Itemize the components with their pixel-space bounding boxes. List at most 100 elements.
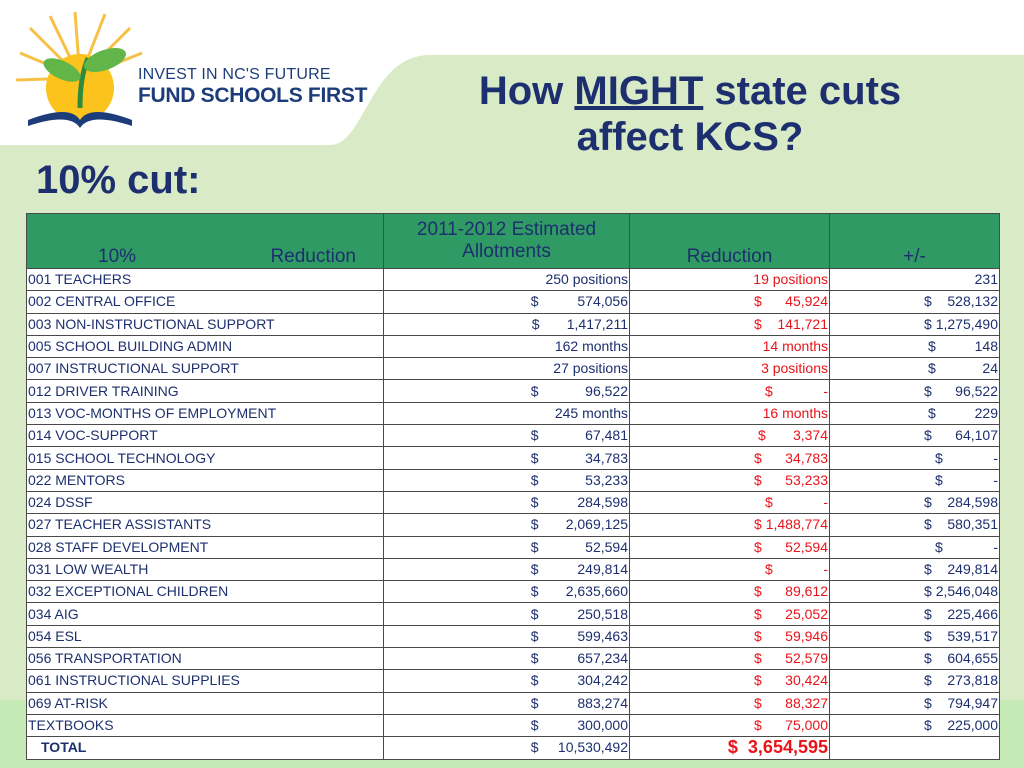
row-difference: $ 148	[829, 334, 1000, 359]
row-allotment: $ 2,069,125	[383, 513, 630, 537]
row-allotment: $ 599,463	[383, 624, 630, 649]
row-allotment: 250 positions	[383, 267, 630, 292]
row-difference: $ 604,655	[829, 647, 1000, 671]
row-category: 034 AIG	[26, 602, 384, 626]
row-allotment: $ 2,635,660	[383, 580, 630, 604]
row-category: 015 SCHOOL TECHNOLOGY	[26, 446, 384, 470]
table-row: 028 STAFF DEVELOPMENT $ 52,594 $ 52,594 $ -	[26, 535, 1000, 559]
table-row: 022 MENTORS $ 53,233 $ 53,233 $ -	[26, 468, 1000, 492]
row-category: 054 ESL	[26, 624, 384, 649]
row-reduction: $ -	[629, 379, 830, 403]
row-category: 024 DSSF	[26, 490, 384, 515]
table-row: 015 SCHOOL TECHNOLOGY $ 34,783 $ 34,783 $ -	[26, 446, 1000, 470]
row-allotment: $ 304,242	[383, 669, 630, 693]
row-allotment: $ 96,522	[383, 379, 630, 403]
cut-subtitle: 10% cut:	[36, 158, 201, 202]
logo-tagline: INVEST IN NC'S FUTURE	[138, 66, 331, 83]
table-row: 031 LOW WEALTH $ 249,814 $ - $ 249,814	[26, 557, 1000, 582]
header-allotments: 2011-2012 Estimated Allotments	[383, 213, 630, 269]
total-allotment: $ 10,530,492	[383, 736, 630, 760]
row-difference: $ 225,466	[829, 602, 1000, 626]
row-reduction: 16 months	[629, 401, 830, 426]
row-allotment: $ 34,783	[383, 446, 630, 470]
table-row: 027 TEACHER ASSISTANTS $ 2,069,125 $ 1,488…	[26, 513, 1000, 537]
row-allotment: 27 positions	[383, 357, 630, 381]
row-category: 031 LOW WEALTH	[26, 557, 384, 582]
row-reduction: 3 positions	[629, 357, 830, 381]
table-row: 012 DRIVER TRAINING $ 96,522 $ - $ 96,522	[26, 379, 1000, 403]
header-reduction: Reduction	[629, 213, 830, 269]
row-allotment: $ 883,274	[383, 691, 630, 715]
row-allotment: $ 574,056	[383, 290, 630, 314]
row-allotment: $ 52,594	[383, 535, 630, 559]
row-reduction: $ 53,233	[629, 468, 830, 492]
row-difference: $ 229	[829, 401, 1000, 426]
row-difference: $ 249,814	[829, 557, 1000, 582]
table-body: 001 TEACHERS 250 positions 19 positions 231…	[26, 267, 1000, 760]
table-row: 024 DSSF $ 284,598 $ - $ 284,598	[26, 490, 1000, 515]
row-reduction: $ 45,924	[629, 290, 830, 314]
sprout-sun-book-icon	[15, 11, 143, 128]
row-category: 003 NON-INSTRUCTIONAL SUPPORT	[26, 312, 384, 336]
row-allotment: 162 months	[383, 334, 630, 359]
table-row: 002 CENTRAL OFFICE $ 574,056 $ 45,924 $ 528…	[26, 290, 1000, 314]
row-difference: $ 273,818	[829, 669, 1000, 693]
row-reduction: $ 30,424	[629, 669, 830, 693]
table-row: 069 AT-RISK $ 883,274 $ 88,327 $ 794,947	[26, 691, 1000, 715]
row-reduction: 14 months	[629, 334, 830, 359]
row-difference: $ 794,947	[829, 691, 1000, 715]
row-category: 005 SCHOOL BUILDING ADMIN	[26, 334, 384, 359]
row-difference: $ -	[829, 446, 1000, 470]
row-category: 061 INSTRUCTIONAL SUPPLIES	[26, 669, 384, 693]
table-row: 003 NON-INSTRUCTIONAL SUPPORT $ 1,417,211…	[26, 312, 1000, 336]
row-reduction: $ 34,783	[629, 446, 830, 470]
row-difference: $ -	[829, 535, 1000, 559]
row-reduction: $ 141,721	[629, 312, 830, 336]
row-difference: $ 24	[829, 357, 1000, 381]
row-category: TEXTBOOKS	[26, 713, 384, 738]
table-row: TEXTBOOKS $ 300,000 $ 75,000 $ 225,000	[26, 713, 1000, 738]
row-allotment: $ 250,518	[383, 602, 630, 626]
row-category: 014 VOC-SUPPORT	[26, 424, 384, 448]
header-difference: +/-	[829, 213, 1000, 269]
row-reduction: $ 88,327	[629, 691, 830, 715]
row-reduction: $ 3,374	[629, 424, 830, 448]
row-difference: $ 64,107	[829, 424, 1000, 448]
row-reduction: $ 25,052	[629, 602, 830, 626]
row-difference: $ 528,132	[829, 290, 1000, 314]
total-label: TOTAL	[26, 736, 384, 760]
row-difference: $ 225,000	[829, 713, 1000, 738]
table-row: 034 AIG $ 250,518 $ 25,052 $ 225,466	[26, 602, 1000, 626]
budget-table: 10% Reduction 2011-2012 Estimated Allotme…	[26, 213, 1000, 760]
total-difference	[829, 736, 1000, 760]
row-reduction: $ 89,612	[629, 580, 830, 604]
table-row: 005 SCHOOL BUILDING ADMIN 162 months 14 mo…	[26, 334, 1000, 359]
row-reduction: 19 positions	[629, 267, 830, 292]
table-row: 032 EXCEPTIONAL CHILDREN $ 2,635,660 $ 89,…	[26, 580, 1000, 604]
row-difference: $ 539,517	[829, 624, 1000, 649]
row-reduction: $ 1,488,774	[629, 513, 830, 537]
table-row: 007 INSTRUCTIONAL SUPPORT 27 positions 3 p…	[26, 357, 1000, 381]
logo: INVEST IN NC'S FUTURE FUND SCHOOLS FIRST	[10, 8, 367, 138]
row-category: 069 AT-RISK	[26, 691, 384, 715]
table-row: 013 VOC-MONTHS OF EMPLOYMENT 245 months 16…	[26, 401, 1000, 426]
header-category: 10% Reduction	[26, 213, 384, 269]
page-title: How MIGHT state cuts affect KCS?	[478, 69, 902, 159]
row-difference: $ -	[829, 468, 1000, 492]
row-reduction: $ 52,594	[629, 535, 830, 559]
row-category: 001 TEACHERS	[26, 267, 384, 292]
row-difference: $ 1,275,490	[829, 312, 1000, 336]
total-row: TOTAL $ 10,530,492 $ 3,654,595	[26, 736, 1000, 760]
row-category: 028 STAFF DEVELOPMENT	[26, 535, 384, 559]
table-header-row: 10% Reduction 2011-2012 Estimated Allotme…	[26, 213, 1000, 269]
row-allotment: $ 300,000	[383, 713, 630, 738]
row-allotment: $ 284,598	[383, 490, 630, 515]
row-difference: $ 96,522	[829, 379, 1000, 403]
table-row: 054 ESL $ 599,463 $ 59,946 $ 539,517	[26, 624, 1000, 649]
row-category: 002 CENTRAL OFFICE	[26, 290, 384, 314]
row-reduction: $ -	[629, 490, 830, 515]
total-reduction: $ 3,654,595	[629, 736, 830, 760]
row-reduction: $ -	[629, 557, 830, 582]
row-category: 013 VOC-MONTHS OF EMPLOYMENT	[26, 401, 384, 426]
row-allotment: 245 months	[383, 401, 630, 426]
